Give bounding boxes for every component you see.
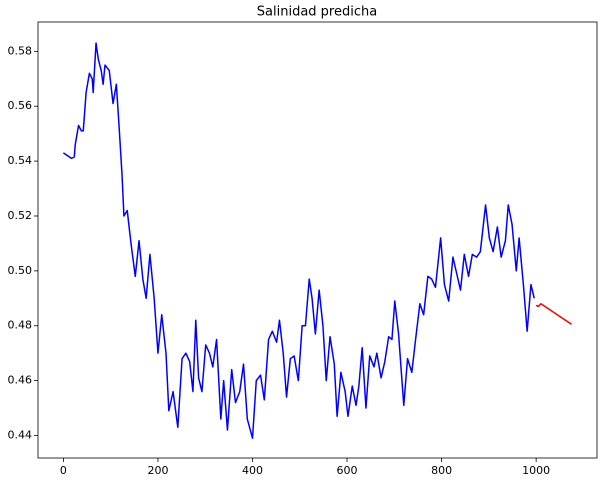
y-tick-label: 0.54: [8, 154, 33, 167]
series-line: [535, 303, 573, 325]
y-tick-label: 0.50: [8, 264, 33, 277]
y-tick-label: 0.44: [8, 429, 33, 442]
series-line: [62, 42, 535, 439]
y-tick-label: 0.58: [8, 44, 33, 57]
x-tick-label: 0: [60, 464, 67, 477]
chart-title: Salinidad predicha: [257, 5, 377, 20]
y-tick-label: 0.46: [8, 374, 33, 387]
x-tick-label: 1000: [522, 464, 550, 477]
x-tick-label: 600: [337, 464, 358, 477]
plot-frame: [37, 21, 598, 459]
x-tick-label: 200: [147, 464, 168, 477]
x-tick-label: 800: [431, 464, 452, 477]
y-tick-label: 0.48: [8, 319, 33, 332]
x-tick-label: 400: [242, 464, 263, 477]
y-tick-label: 0.52: [8, 209, 33, 222]
y-tick-label: 0.56: [8, 99, 33, 112]
